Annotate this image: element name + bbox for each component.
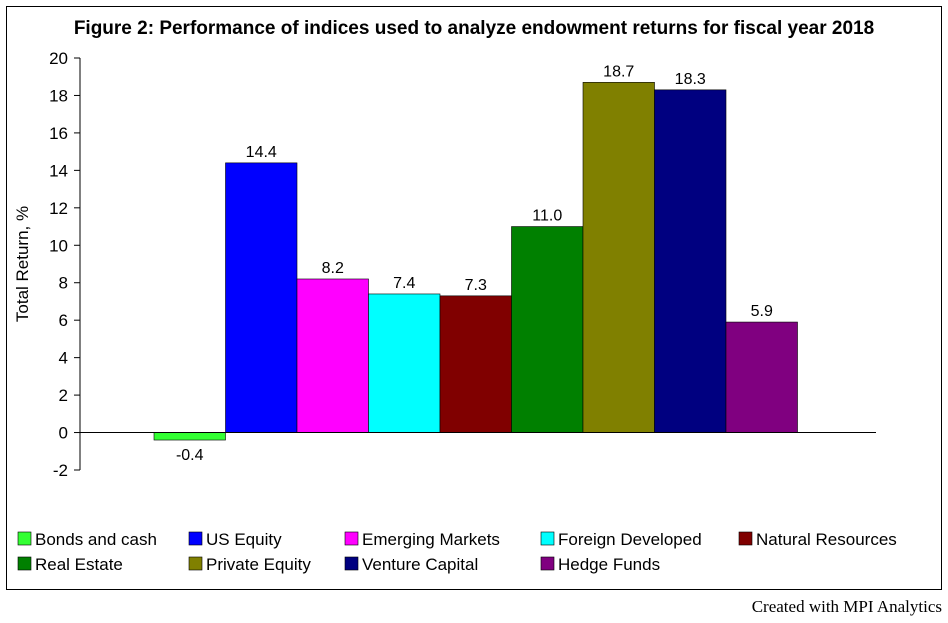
y-tick-label-9: 16 <box>49 124 68 143</box>
bar-2 <box>225 162 298 433</box>
legend-swatch-5 <box>738 531 753 546</box>
chart-frame <box>6 6 942 590</box>
y-axis-label: Total Return, % <box>13 206 32 322</box>
legend-label-6: Real Estate <box>35 555 123 574</box>
bar-5 <box>439 295 512 433</box>
legend-swatch-9 <box>540 556 555 571</box>
bar-value-label-2: 14.4 <box>246 144 277 161</box>
y-tick-label-10: 18 <box>49 86 68 105</box>
bar-8 <box>654 89 727 433</box>
bar-value-label-4: 7.4 <box>393 275 415 292</box>
credit-text: Created with MPI Analytics <box>751 597 942 616</box>
y-tick-label-6: 10 <box>49 236 68 255</box>
bar-9 <box>725 321 798 433</box>
legend-swatch-8 <box>344 556 359 571</box>
bar-7 <box>582 82 655 433</box>
y-tick-label-1: 0 <box>59 424 68 443</box>
legend-label-2: US Equity <box>206 530 282 549</box>
bar-4 <box>368 293 441 433</box>
legend-swatch-7 <box>188 556 203 571</box>
legend-label-3: Emerging Markets <box>362 530 500 549</box>
y-tick-label-4: 6 <box>59 311 68 330</box>
legend-label-8: Venture Capital <box>362 555 478 574</box>
bar-chart: Figure 2: Performance of indices used to… <box>13 18 897 574</box>
legend-swatch-4 <box>540 531 555 546</box>
bar-value-label-6: 11.0 <box>532 208 562 225</box>
y-tick-label-3: 4 <box>59 349 68 368</box>
y-tick-label-8: 14 <box>49 161 68 180</box>
bar-value-label-5: 7.3 <box>465 277 487 294</box>
bar-value-label-7: 18.7 <box>603 63 634 80</box>
legend-label-5: Natural Resources <box>756 530 897 549</box>
bar-value-label-3: 8.2 <box>322 260 344 277</box>
y-tick-label-7: 12 <box>49 199 68 218</box>
bar-value-label-8: 18.3 <box>675 71 706 88</box>
bar-value-label-1: -0.4 <box>176 447 204 464</box>
legend-swatch-3 <box>344 531 359 546</box>
legend-label-7: Private Equity <box>206 555 311 574</box>
chart-title: Figure 2: Performance of indices used to… <box>74 18 874 39</box>
legend-swatch-6 <box>17 556 32 571</box>
y-tick-label-2: 2 <box>59 386 68 405</box>
bar-3 <box>296 278 369 433</box>
y-tick-label-5: 8 <box>59 274 68 293</box>
bar-6 <box>511 226 584 433</box>
legend-label-4: Foreign Developed <box>558 530 702 549</box>
y-tick-label-11: 20 <box>49 49 68 68</box>
bar-value-label-9: 5.9 <box>751 303 773 320</box>
legend-label-9: Hedge Funds <box>558 555 660 574</box>
bar-1 <box>153 432 226 441</box>
legend-swatch-2 <box>188 531 203 546</box>
legend-swatch-1 <box>17 531 32 546</box>
legend-label-1: Bonds and cash <box>35 530 157 549</box>
y-tick-label-0: -2 <box>53 461 68 480</box>
